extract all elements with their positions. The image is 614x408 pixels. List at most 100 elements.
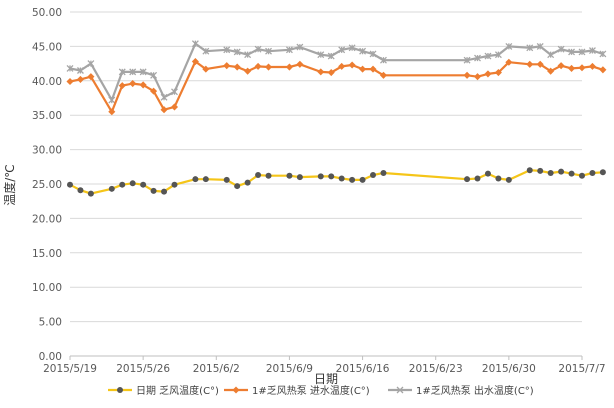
data-point xyxy=(170,103,179,111)
data-point xyxy=(191,58,199,66)
data-point xyxy=(171,88,178,96)
series-lines xyxy=(66,40,607,197)
y-tick-label: 45.00 xyxy=(32,41,62,53)
data-point xyxy=(265,47,272,55)
data-point xyxy=(327,69,335,77)
data-point xyxy=(484,170,491,177)
x-tick-label: 2015/6/23 xyxy=(409,363,463,375)
data-point xyxy=(118,82,126,90)
data-point xyxy=(77,187,84,194)
data-point xyxy=(139,68,147,76)
data-point xyxy=(558,168,565,175)
data-point xyxy=(359,65,367,73)
data-point xyxy=(160,93,168,101)
data-point xyxy=(484,52,492,60)
data-point xyxy=(150,187,157,194)
data-point xyxy=(380,169,387,176)
data-point xyxy=(255,172,262,179)
data-point xyxy=(119,181,126,188)
data-point xyxy=(526,60,534,68)
data-point xyxy=(536,42,544,50)
y-axis-label: 温度/℃ xyxy=(2,164,17,206)
series-3 xyxy=(66,40,607,104)
data-point xyxy=(191,40,199,48)
data-point xyxy=(369,50,377,58)
legend-label: 1#乏风热泵 进水温度(C°) xyxy=(252,384,370,397)
data-point xyxy=(150,87,158,95)
data-point xyxy=(338,175,345,182)
legend: 日期 乏风温度(C°) 1#乏风热泵 进水温度(C°) 1#乏风热泵 出水温度(C°… xyxy=(108,384,534,397)
data-point xyxy=(317,51,325,59)
data-point xyxy=(254,62,262,70)
data-point xyxy=(380,56,387,64)
y-tick-label: 40.00 xyxy=(32,76,62,88)
data-point xyxy=(557,45,565,53)
data-point xyxy=(244,179,251,186)
data-point xyxy=(568,170,575,177)
data-point xyxy=(87,60,95,68)
data-point xyxy=(296,174,303,181)
data-point xyxy=(505,58,513,66)
data-point xyxy=(484,70,492,78)
x-tick-label: 2015/5/26 xyxy=(116,363,170,375)
data-point xyxy=(264,63,273,71)
data-point xyxy=(526,44,534,52)
data-point xyxy=(578,64,586,72)
y-tick-label: 35.00 xyxy=(32,110,62,122)
gridlines xyxy=(70,11,582,357)
data-point xyxy=(473,73,482,81)
data-point xyxy=(160,106,168,114)
x-tick-labels: 2015/5/19 2015/5/26 2015/6/2 2015/6/9 2015/6… xyxy=(43,356,606,375)
data-point xyxy=(129,180,136,187)
y-tick-label: 10.00 xyxy=(32,282,62,294)
legend-label: 1#乏风热泵 出水温度(C°) xyxy=(416,384,534,397)
y-tick-label: 20.00 xyxy=(32,213,62,225)
data-point xyxy=(171,181,178,188)
x-tick-label: 2015/6/30 xyxy=(482,363,536,375)
data-point xyxy=(474,175,481,182)
data-point xyxy=(139,81,147,89)
data-point xyxy=(285,63,293,71)
series-1 xyxy=(67,167,606,197)
data-point xyxy=(296,60,304,68)
legend-label: 日期 乏风温度(C°) xyxy=(136,384,219,397)
data-point xyxy=(87,190,94,197)
data-point xyxy=(505,176,512,183)
data-point xyxy=(557,62,565,70)
x-tick-label: 2015/6/2 xyxy=(193,363,240,375)
data-point xyxy=(129,80,137,88)
x-tick-label: 2015/6/16 xyxy=(336,363,390,375)
data-point xyxy=(296,43,304,51)
data-point xyxy=(67,181,73,188)
data-point xyxy=(526,167,533,174)
data-point xyxy=(234,183,241,190)
x-tick-label: 2015/6/9 xyxy=(266,363,313,375)
data-point xyxy=(317,68,325,76)
y-tick-labels: 0.00 5.00 10.00 15.00 20.00 25.00 30.00 35.00 40… xyxy=(32,7,62,363)
data-point xyxy=(150,71,158,79)
data-point xyxy=(369,65,377,73)
data-point xyxy=(578,48,586,56)
data-point xyxy=(379,71,388,79)
data-point xyxy=(494,51,502,59)
data-point xyxy=(464,176,471,183)
data-point xyxy=(66,77,74,86)
y-tick-label: 0.00 xyxy=(39,351,62,363)
data-point xyxy=(202,47,210,55)
legend-item: 1#乏风热泵 出水温度(C°) xyxy=(388,384,534,397)
data-point xyxy=(76,67,84,74)
data-point xyxy=(348,44,356,52)
data-point xyxy=(327,52,335,60)
data-point xyxy=(328,173,335,180)
data-point xyxy=(192,176,199,183)
data-point xyxy=(547,67,555,75)
x-axis-label: 日期 xyxy=(314,372,338,386)
legend-item: 1#乏风热泵 进水温度(C°) xyxy=(224,384,370,397)
data-point xyxy=(161,188,168,195)
data-point xyxy=(233,63,241,71)
data-point xyxy=(108,185,115,192)
data-point xyxy=(599,66,607,74)
data-point xyxy=(359,176,366,183)
data-point xyxy=(254,45,262,53)
